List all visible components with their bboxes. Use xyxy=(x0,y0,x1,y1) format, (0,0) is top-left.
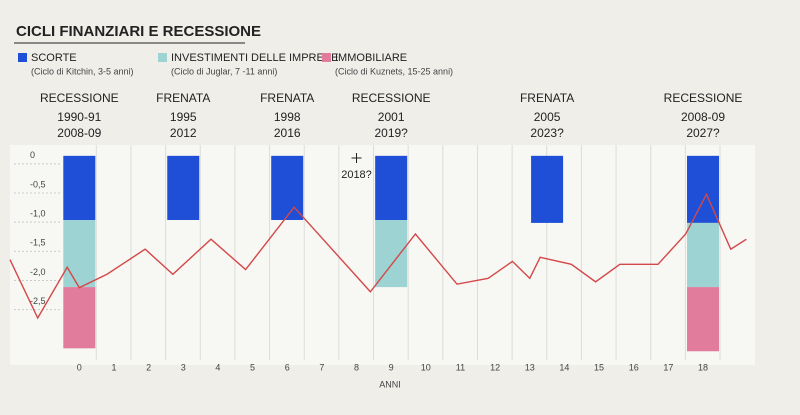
x-tick-label: 17 xyxy=(663,362,673,372)
legend-label: INVESTIMENTI DELLE IMPRESE xyxy=(171,52,338,64)
event-year: 2016 xyxy=(274,126,301,140)
event-year: 1990-91 xyxy=(57,110,101,124)
marker-cross xyxy=(351,153,362,163)
event-year: 1995 xyxy=(170,110,197,124)
bar xyxy=(271,155,304,220)
x-tick-label: 7 xyxy=(319,362,324,372)
x-tick-label: 13 xyxy=(525,362,535,372)
x-tick-label: 12 xyxy=(490,362,500,372)
event-year: 2001 xyxy=(378,110,405,124)
y-tick-label: -0,5 xyxy=(30,179,46,189)
event-year: 2005 xyxy=(534,110,561,124)
bar xyxy=(63,287,96,349)
bar xyxy=(375,155,408,220)
event-year: 2019? xyxy=(374,126,408,140)
event-year: 2012 xyxy=(170,126,197,140)
x-tick-label: 9 xyxy=(389,362,394,372)
x-tick-label: 2 xyxy=(146,362,151,372)
event-label: FRENATA xyxy=(520,91,574,105)
x-tick-label: 3 xyxy=(181,362,186,372)
x-tick-label: 5 xyxy=(250,362,255,372)
bar xyxy=(375,220,408,288)
y-tick-label: -1,5 xyxy=(30,238,46,248)
sketch-line xyxy=(9,192,747,320)
x-tick-label: 14 xyxy=(559,362,569,372)
event-year: 2023? xyxy=(530,126,564,140)
legend-note: (Ciclo di Juglar, 7 -11 anni) xyxy=(171,66,277,76)
event-label: RECESSIONE xyxy=(40,91,119,105)
bar xyxy=(167,155,200,220)
event-year: 2008-09 xyxy=(681,110,725,124)
x-tick-label: 11 xyxy=(456,362,465,372)
event-year: 1998 xyxy=(274,110,301,124)
chart-title: CICLI FINANZIARI E RECESSIONE xyxy=(16,23,261,40)
legend-swatch xyxy=(158,53,167,62)
legend-label: IMMOBILIARE xyxy=(335,52,407,64)
legend-swatch xyxy=(322,53,331,62)
marker-label: 2018? xyxy=(341,169,372,181)
x-tick-label: 4 xyxy=(215,362,220,372)
x-tick-label: 0 xyxy=(77,362,82,372)
event-label: RECESSIONE xyxy=(664,91,743,105)
bar xyxy=(531,155,564,223)
event-label: FRENATA xyxy=(156,91,210,105)
bar xyxy=(687,222,720,288)
legend-label: SCORTE xyxy=(31,52,77,64)
x-tick-label: 15 xyxy=(594,362,604,372)
legend-note: (Ciclo di Kitchin, 3-5 anni) xyxy=(31,66,134,76)
bar xyxy=(687,287,720,352)
y-tick-label: -2,0 xyxy=(30,267,46,277)
x-tick-label: 18 xyxy=(698,362,708,372)
x-tick-label: 1 xyxy=(111,362,116,372)
y-tick-label: -2,5 xyxy=(30,296,46,306)
y-tick-label: -1,0 xyxy=(30,209,46,219)
y-tick-label: 0 xyxy=(30,150,35,160)
x-tick-label: 8 xyxy=(354,362,359,372)
legend-note: (Ciclo di Kuznets, 15-25 anni) xyxy=(335,66,453,76)
x-tick-label: 6 xyxy=(285,362,290,372)
event-year: 2027? xyxy=(686,126,720,140)
bar xyxy=(63,155,96,220)
legend-swatch xyxy=(18,53,27,62)
x-axis-label: ANNI xyxy=(379,379,401,389)
x-tick-label: 16 xyxy=(629,362,639,372)
event-label: RECESSIONE xyxy=(352,91,431,105)
event-label: FRENATA xyxy=(260,91,314,105)
bar xyxy=(63,220,96,288)
event-year: 2008-09 xyxy=(57,126,101,140)
x-tick-label: 10 xyxy=(421,362,431,372)
